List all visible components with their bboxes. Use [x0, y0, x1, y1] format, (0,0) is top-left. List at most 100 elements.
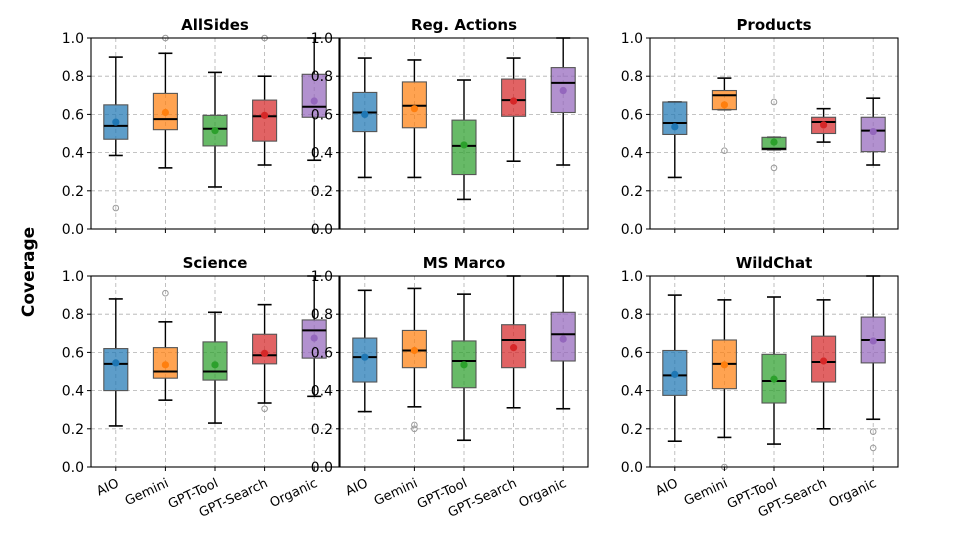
- subplot-reg-actions: 0.0 0.2 0.4 0.6 0.8 1.0 Reg. Actions: [311, 16, 589, 238]
- mean-marker: [770, 375, 778, 383]
- x-tick-label: Organic: [268, 476, 320, 511]
- y-tick-label: 0.2: [621, 184, 643, 200]
- y-tick-label: 0.2: [311, 422, 333, 438]
- box-science-gpt-tool: [202, 311, 228, 424]
- y-tick-label: 0.8: [621, 307, 643, 323]
- subplot-title: Science: [183, 254, 248, 272]
- box-ms-marco-gpt-tool: [451, 293, 477, 442]
- subplot-title: AllSides: [181, 16, 249, 34]
- mean-marker: [559, 86, 567, 95]
- box-allsides-gpt-tool: [202, 71, 228, 188]
- subplot-title: WildChat: [736, 254, 813, 272]
- y-tick-label: 0.6: [62, 345, 84, 361]
- mean-marker: [820, 121, 828, 129]
- box-allsides-organic: [301, 37, 327, 162]
- y-tick-label: 0.2: [62, 184, 84, 200]
- outlier-point: [411, 425, 418, 433]
- y-tick-label: 0.6: [621, 107, 643, 123]
- y-tick-label: 1.0: [311, 31, 333, 47]
- box-products-organic: [860, 97, 886, 166]
- box-allsides-gpt-search: [252, 34, 278, 166]
- box-ms-marco-organic: [550, 275, 576, 410]
- x-tick-label: Organic: [827, 476, 879, 511]
- y-tick-label: 1.0: [62, 269, 84, 285]
- mean-marker: [509, 344, 518, 352]
- y-tick-label: 1.0: [621, 269, 643, 285]
- box-iqr: [761, 353, 787, 404]
- outlier-point: [770, 164, 778, 172]
- mean-marker: [460, 361, 468, 369]
- box-wildchat-gemini: [711, 299, 737, 471]
- outlier-point: [411, 421, 418, 429]
- mean-marker: [460, 141, 468, 149]
- mean-marker: [261, 349, 269, 357]
- mean-marker: [720, 101, 729, 109]
- y-tick-label: 0.8: [311, 307, 333, 323]
- subplot-products: 0.0 0.2 0.4 0.6 0.8 1.0 Products: [621, 16, 899, 238]
- mean-marker: [671, 123, 679, 131]
- y-tick-label: 0.6: [621, 345, 643, 361]
- y-tick-label: 1.0: [311, 269, 333, 285]
- y-tick-label: 0.4: [62, 384, 84, 400]
- subplot-allsides: 0.0 0.2 0.4 0.6 0.8 1.0 AllSides: [62, 16, 340, 238]
- mean-marker: [820, 357, 828, 365]
- box-science-aio: [103, 298, 129, 427]
- mean-marker: [310, 97, 318, 105]
- mean-marker: [410, 346, 418, 355]
- y-tick-label: 0.0: [62, 460, 84, 476]
- y-tick-label: 0.6: [62, 107, 84, 123]
- mean-marker: [770, 138, 778, 146]
- box-science-gpt-search: [252, 303, 278, 413]
- y-tick-label: 0.0: [311, 222, 333, 238]
- y-tick-label: 0.6: [311, 107, 333, 123]
- mean-marker: [410, 105, 418, 113]
- box-ms-marco-gemini: [401, 287, 427, 433]
- y-tick-label: 0.8: [311, 69, 333, 85]
- mean-marker: [211, 361, 219, 369]
- x-tick-label: Gemini: [682, 476, 730, 509]
- y-tick-label: 0.4: [62, 146, 84, 162]
- y-tick-label: 0.4: [311, 146, 333, 162]
- y-tick-label: 0.4: [621, 384, 643, 400]
- mean-marker: [112, 359, 120, 367]
- box-ms-marco-gpt-search: [501, 275, 527, 409]
- y-tick-label: 1.0: [62, 31, 84, 47]
- y-tick-label: 0.4: [311, 384, 333, 400]
- mean-marker: [869, 337, 877, 345]
- box-reg-actions-gemini: [401, 59, 427, 179]
- mean-marker: [509, 97, 518, 105]
- box-products-aio: [662, 101, 688, 179]
- outlier-point: [112, 204, 120, 212]
- outlier-point: [261, 405, 268, 413]
- box-allsides-aio: [103, 56, 129, 212]
- mean-marker: [261, 111, 269, 119]
- box-products-gpt-tool: [761, 98, 787, 172]
- outlier-point: [770, 98, 778, 106]
- mean-marker: [361, 353, 369, 361]
- box-products-gpt-search: [811, 107, 837, 143]
- outlier-point: [869, 444, 877, 452]
- box-wildchat-aio: [662, 294, 688, 443]
- box-iqr: [202, 341, 228, 381]
- y-tick-label: 0.8: [621, 69, 643, 85]
- mean-marker: [361, 110, 369, 118]
- box-products-gemini: [711, 77, 737, 154]
- mean-marker: [671, 370, 679, 378]
- y-tick-label: 0.8: [62, 69, 84, 85]
- y-tick-label: 0.0: [62, 222, 84, 238]
- box-wildchat-organic: [860, 275, 886, 452]
- box-iqr: [252, 333, 278, 365]
- box-iqr: [301, 73, 327, 118]
- box-reg-actions-organic: [550, 37, 576, 166]
- y-tick-label: 0.2: [62, 422, 84, 438]
- box-science-gemini: [152, 289, 178, 401]
- subplot-title: Products: [736, 16, 811, 34]
- y-tick-label: 0.4: [621, 146, 643, 162]
- box-wildchat-gpt-tool: [761, 296, 787, 445]
- mean-marker: [310, 334, 318, 342]
